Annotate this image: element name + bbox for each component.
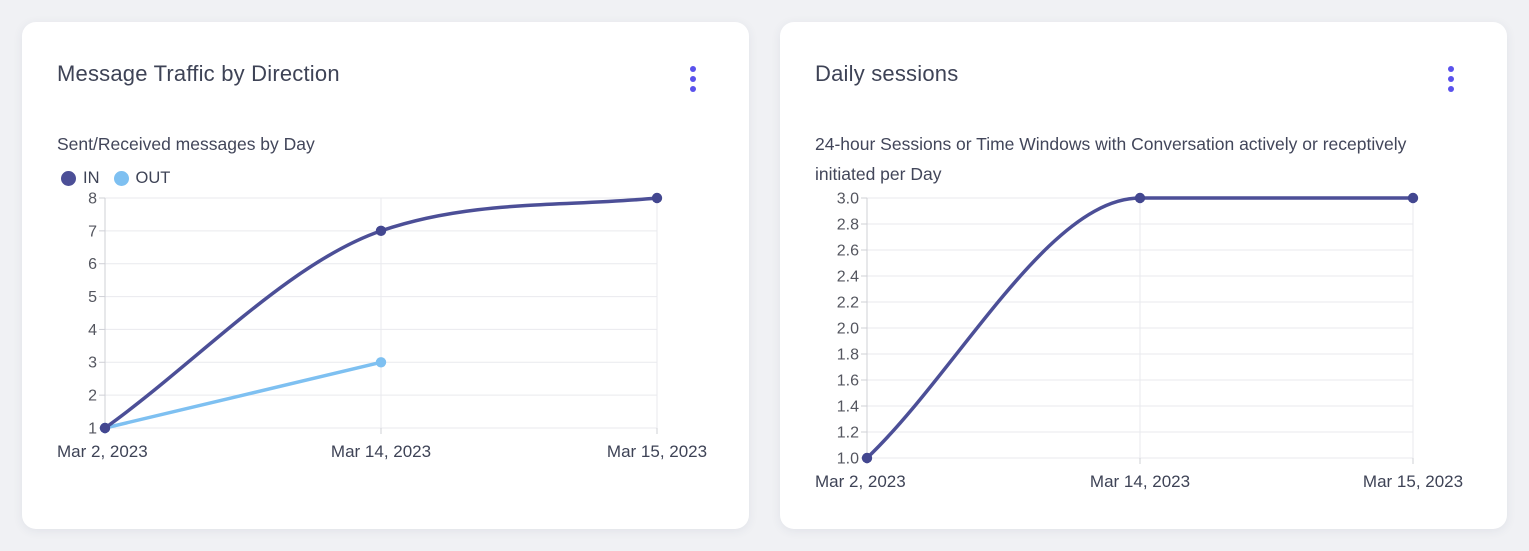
svg-text:Mar 14, 2023: Mar 14, 2023	[331, 442, 431, 461]
card-title: Daily sessions	[815, 61, 959, 86]
svg-text:2.0: 2.0	[837, 320, 859, 337]
svg-text:3: 3	[88, 355, 97, 372]
svg-text:1.0: 1.0	[837, 450, 859, 467]
svg-text:Mar 15, 2023: Mar 15, 2023	[1363, 472, 1463, 491]
svg-text:6: 6	[88, 256, 97, 273]
legend-item-in[interactable]: IN	[61, 169, 100, 188]
message-traffic-line-chart: 1 2 3 4 5 6 7 8 Mar 2, 2023 Mar 14, 2023 Mar 15, 2…	[57, 190, 714, 482]
svg-text:2.4: 2.4	[837, 268, 859, 285]
kebab-menu-icon[interactable]	[684, 62, 702, 96]
svg-text:2.6: 2.6	[837, 242, 859, 259]
svg-text:1.6: 1.6	[837, 372, 859, 389]
kebab-dot	[690, 86, 696, 92]
kebab-dot	[1448, 86, 1454, 92]
kebab-dot	[1448, 66, 1454, 72]
kebab-dot	[690, 66, 696, 72]
svg-text:8: 8	[88, 190, 97, 207]
svg-text:2.2: 2.2	[837, 294, 859, 311]
svg-text:7: 7	[88, 223, 97, 240]
svg-text:1: 1	[88, 420, 97, 437]
svg-text:Mar 2, 2023: Mar 2, 2023	[57, 442, 148, 461]
daily-sessions-line-chart: 1.0 1.2 1.4 1.6 1.8 2.0 2.2 2.4 2.6 2.8 3.0 Mar 2, …	[815, 190, 1472, 510]
line-chart-svg: 1.0 1.2 1.4 1.6 1.8 2.0 2.2 2.4 2.6 2.8 3.0 Mar 2, …	[815, 190, 1463, 491]
legend-dot-icon	[113, 170, 129, 186]
card-header: Message Traffic by Direction	[57, 60, 714, 96]
svg-text:Mar 14, 2023: Mar 14, 2023	[1090, 472, 1190, 491]
svg-text:2: 2	[88, 388, 97, 405]
svg-text:1.8: 1.8	[837, 346, 859, 363]
svg-text:3.0: 3.0	[837, 190, 859, 207]
card-header: Daily sessions	[815, 60, 1472, 96]
legend-dot-icon	[61, 170, 76, 186]
svg-text:1.4: 1.4	[837, 398, 859, 415]
card-subtitle: 24-hour Sessions or Time Windows with Co…	[815, 134, 1407, 184]
kebab-dot	[1448, 76, 1454, 82]
legend-item-out[interactable]: OUT	[113, 168, 171, 188]
card-message-traffic: Message Traffic by Direction Sent/Receiv…	[22, 22, 749, 529]
card-subtitle: Sent/Received messages by Day	[57, 134, 315, 154]
svg-text:5: 5	[88, 289, 97, 306]
svg-text:Mar 15, 2023: Mar 15, 2023	[607, 442, 707, 461]
card-daily-sessions: Daily sessions 24-hour Sessions or Time …	[780, 22, 1507, 529]
svg-text:Mar 2, 2023: Mar 2, 2023	[815, 472, 906, 491]
svg-text:4: 4	[88, 322, 97, 339]
line-chart-svg: 1 2 3 4 5 6 7 8 Mar 2, 2023 Mar 14, 2023 Mar 15, 2…	[57, 190, 707, 461]
kebab-menu-icon[interactable]	[1442, 62, 1460, 96]
kebab-dot	[690, 76, 696, 82]
svg-text:1.2: 1.2	[837, 424, 859, 441]
card-title: Message Traffic by Direction	[57, 61, 340, 86]
svg-text:2.8: 2.8	[837, 216, 859, 233]
legend-label: OUT	[135, 168, 171, 187]
legend-label: IN	[83, 168, 100, 187]
chart-legend: IN OUT	[57, 168, 714, 188]
